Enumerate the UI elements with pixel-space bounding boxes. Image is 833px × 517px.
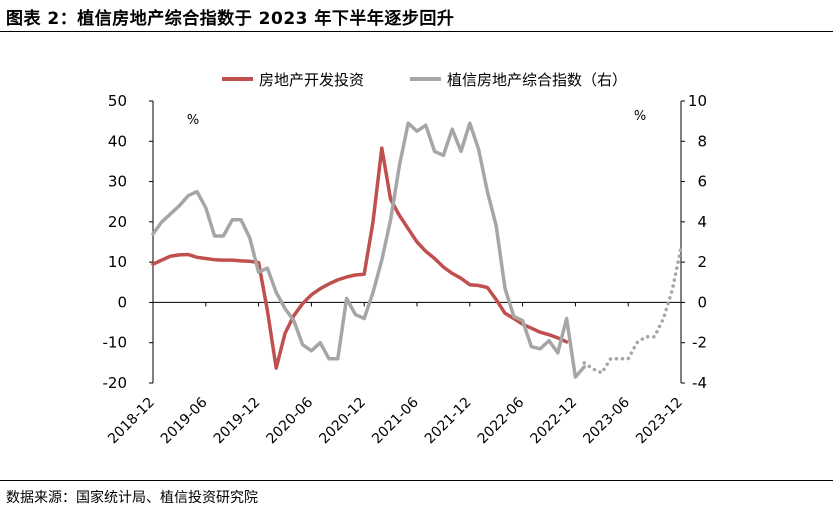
x-axis-tick-label: 2019-12 (211, 395, 264, 448)
left-axis-tick-label: 0 (117, 293, 127, 311)
left-axis-tick-label: 10 (108, 253, 127, 271)
x-axis-tick-label: 2018-12 (105, 395, 158, 448)
source-divider (0, 480, 833, 481)
right-axis-unit: % (634, 109, 646, 124)
right-axis-tick-label: 4 (697, 213, 707, 231)
x-axis-tick-label: 2022-12 (528, 395, 581, 448)
right-axis-tick-label: 2 (697, 253, 707, 271)
x-axis-tick-label: 2021-06 (369, 394, 422, 447)
left-axis-tick-label: 50 (108, 92, 127, 110)
left-axis-tick-label: -20 (103, 374, 128, 392)
left-axis-tick-label: 40 (108, 132, 127, 150)
title-divider (0, 31, 833, 32)
chart-legend: 房地产开发投资 植信房地产综合指数（右） (222, 71, 627, 89)
left-axis-tick-label: 20 (108, 213, 127, 231)
x-axis-tick-label: 2023-06 (580, 394, 633, 447)
x-axis-tick-label: 2021-12 (422, 395, 475, 448)
chart-series (151, 121, 683, 379)
legend-label-composite-index: 植信房地产综合指数（右） (447, 71, 627, 89)
left-axis-unit: % (187, 113, 199, 128)
right-axis-tick-label: 8 (697, 132, 707, 150)
right-axis-tick-label: 0 (697, 293, 707, 311)
composite-index-series-line-forecast (582, 246, 683, 375)
right-axis-tick-label: -4 (692, 374, 707, 392)
x-axis-tick-label: 2023-12 (633, 395, 686, 448)
line-chart: 房地产开发投资 植信房地产综合指数（右） 50403020100-10-20%10… (103, 71, 708, 448)
legend-label-investment: 房地产开发投资 (259, 71, 364, 89)
x-axis-tick-label: 2020-06 (264, 394, 317, 447)
investment-series-line (151, 146, 569, 370)
right-axis-tick-label: -2 (692, 334, 707, 352)
right-axis-tick-label: 10 (688, 92, 707, 110)
chart-title: 图表 2：植信房地产综合指数于 2023 年下半年逐步回升 (6, 9, 455, 29)
left-axis-tick-label: -10 (103, 334, 128, 352)
composite-index-series-line (151, 121, 586, 379)
right-axis-tick-label: 6 (697, 173, 707, 191)
left-axis-tick-label: 30 (108, 173, 127, 191)
x-axis-tick-label: 2020-12 (316, 395, 369, 448)
source-note: 数据来源：国家统计局、植信投资研究院 (6, 490, 258, 506)
x-axis-tick-label: 2019-06 (158, 394, 211, 447)
x-axis-tick-label: 2022-06 (475, 394, 528, 447)
